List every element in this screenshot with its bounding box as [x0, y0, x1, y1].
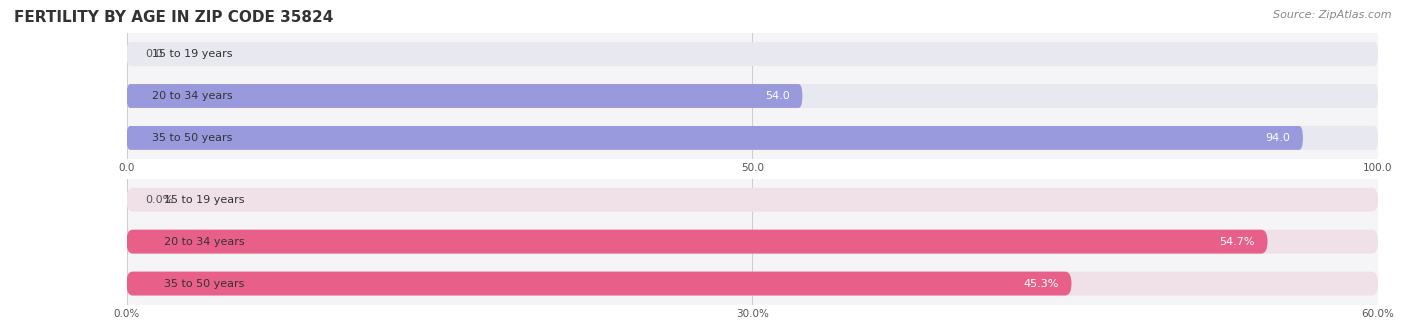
FancyBboxPatch shape: [127, 126, 1303, 150]
Text: 20 to 34 years: 20 to 34 years: [152, 91, 232, 101]
Text: Source: ZipAtlas.com: Source: ZipAtlas.com: [1274, 10, 1392, 20]
FancyBboxPatch shape: [127, 272, 1378, 296]
FancyBboxPatch shape: [127, 126, 1378, 150]
Text: 0.0%: 0.0%: [145, 195, 173, 205]
FancyBboxPatch shape: [127, 84, 803, 108]
Text: 15 to 19 years: 15 to 19 years: [165, 195, 245, 205]
Text: 54.0: 54.0: [765, 91, 790, 101]
FancyBboxPatch shape: [127, 42, 1378, 66]
FancyBboxPatch shape: [127, 84, 1378, 108]
FancyBboxPatch shape: [127, 188, 1378, 212]
Text: 54.7%: 54.7%: [1219, 237, 1254, 247]
Text: 35 to 50 years: 35 to 50 years: [152, 133, 232, 143]
Text: 0.0: 0.0: [145, 49, 163, 59]
Text: 35 to 50 years: 35 to 50 years: [165, 279, 245, 289]
Text: 20 to 34 years: 20 to 34 years: [165, 237, 245, 247]
Text: 15 to 19 years: 15 to 19 years: [152, 49, 232, 59]
FancyBboxPatch shape: [127, 230, 1378, 254]
Text: 94.0: 94.0: [1265, 133, 1291, 143]
Text: 45.3%: 45.3%: [1024, 279, 1059, 289]
FancyBboxPatch shape: [127, 230, 1268, 254]
Text: FERTILITY BY AGE IN ZIP CODE 35824: FERTILITY BY AGE IN ZIP CODE 35824: [14, 10, 333, 25]
FancyBboxPatch shape: [127, 272, 1071, 296]
